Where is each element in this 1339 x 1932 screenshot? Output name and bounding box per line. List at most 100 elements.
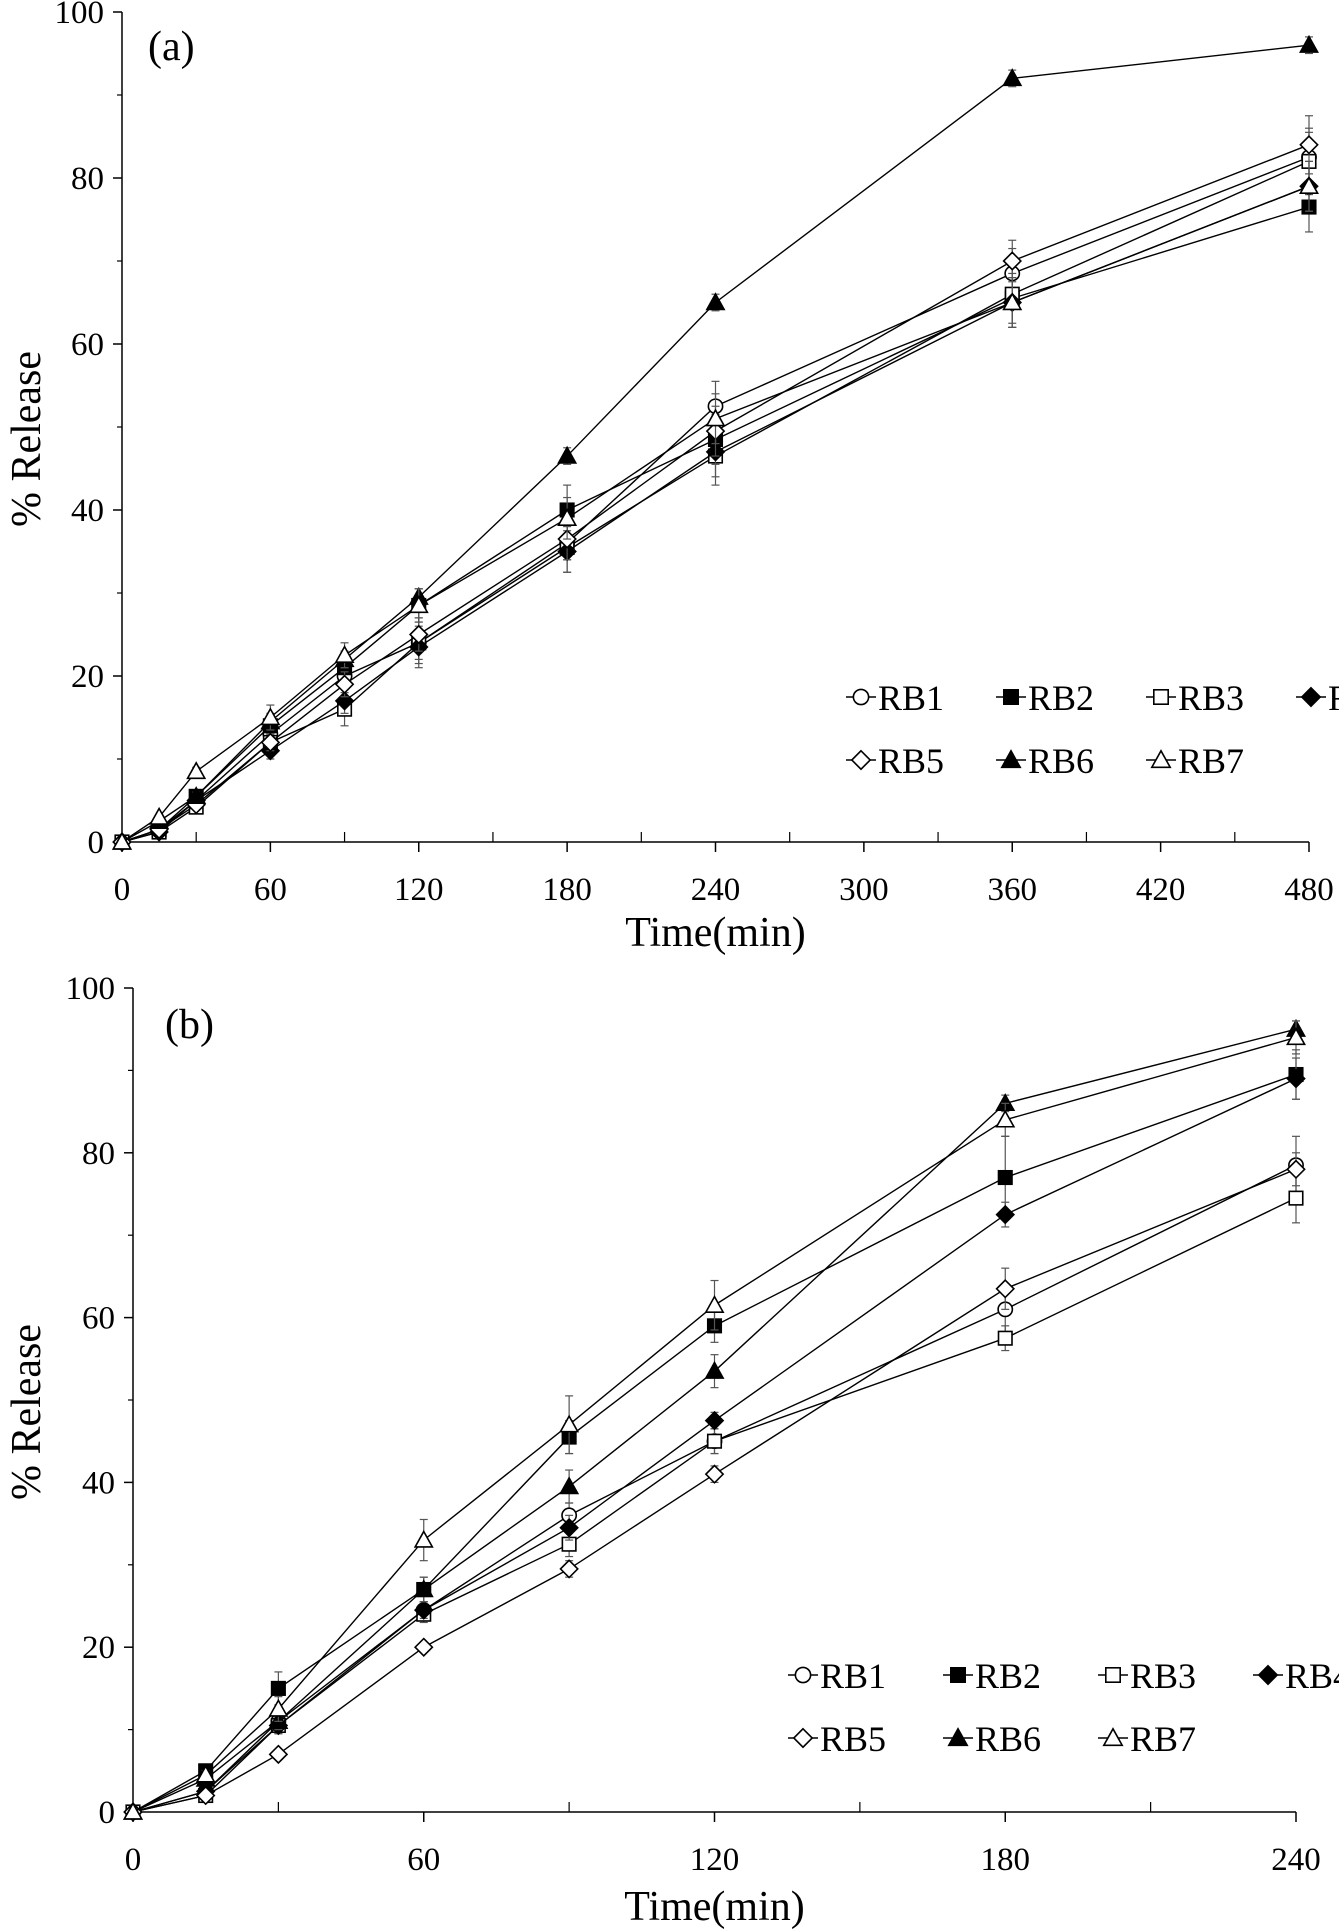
legend-marker xyxy=(1150,749,1172,769)
legend-label: RB3 xyxy=(1178,678,1244,718)
series-line xyxy=(132,1078,1297,1813)
series-line xyxy=(121,160,1310,843)
data-point xyxy=(1002,251,1023,271)
legend-marker xyxy=(1257,1664,1279,1686)
data-point xyxy=(559,1559,579,1579)
x-tick-label: 0 xyxy=(125,1842,142,1878)
x-tick-label: 300 xyxy=(839,872,889,908)
legend-label: RB2 xyxy=(1028,678,1094,718)
data-point xyxy=(186,786,207,805)
series-line xyxy=(132,1073,1297,1813)
data-point xyxy=(334,691,355,711)
data-point xyxy=(705,408,726,427)
y-tick-label: 20 xyxy=(82,1630,115,1666)
legend-label: RB6 xyxy=(975,1719,1041,1759)
x-tick-label: 180 xyxy=(981,1842,1031,1878)
series-line xyxy=(121,144,1310,843)
legend-marker xyxy=(1105,1667,1122,1684)
data-point xyxy=(705,292,726,311)
data-point xyxy=(268,1744,289,1765)
legend-item-rb3: RB3 xyxy=(1146,678,1244,718)
data-point xyxy=(413,1637,434,1657)
y-tick-label: 60 xyxy=(71,327,104,363)
x-tick-label: 240 xyxy=(691,872,741,908)
legend-label: RB6 xyxy=(1028,741,1094,781)
legend-item-rb4: RB4 xyxy=(1253,1656,1339,1696)
series-rb7 xyxy=(112,160,1319,850)
y-tick-label: 60 xyxy=(82,1301,115,1337)
data-point xyxy=(1288,1190,1304,1206)
legend-item-rb6: RB6 xyxy=(996,741,1094,781)
x-tick-label: 480 xyxy=(1284,872,1334,908)
x-axis-title: Time(min) xyxy=(624,1884,804,1930)
legend-item-rb2: RB2 xyxy=(943,1656,1041,1696)
legend-label: RB3 xyxy=(1130,1656,1196,1696)
data-point xyxy=(413,1529,434,1548)
legend-marker xyxy=(1300,686,1322,708)
y-tick-label: 100 xyxy=(55,0,105,31)
legend-item-rb1: RB1 xyxy=(846,678,944,718)
legend-label: RB7 xyxy=(1178,741,1244,781)
panel-label: (a) xyxy=(148,24,195,70)
x-tick-label: 120 xyxy=(690,1842,740,1878)
data-point xyxy=(195,1785,216,1806)
y-axis-title: % Release xyxy=(4,1324,50,1500)
data-point xyxy=(706,1433,723,1449)
legend-label: RB5 xyxy=(878,741,944,781)
legend-item-rb5: RB5 xyxy=(788,1719,886,1759)
series-line xyxy=(132,1028,1297,1813)
legend-label: RB7 xyxy=(1130,1719,1196,1759)
series-line xyxy=(121,206,1310,843)
data-point xyxy=(413,1579,434,1598)
series-rb1 xyxy=(114,131,1317,850)
x-tick-label: 0 xyxy=(114,872,131,908)
x-tick-label: 60 xyxy=(407,1842,440,1878)
data-point xyxy=(334,674,355,695)
data-point xyxy=(1286,1027,1306,1046)
legend-marker xyxy=(792,1727,814,1749)
y-tick-label: 40 xyxy=(82,1465,115,1501)
legend-marker xyxy=(794,1666,812,1684)
x-axis-title: Time(min) xyxy=(625,910,805,956)
data-point xyxy=(704,1464,725,1484)
legend-marker xyxy=(850,749,872,771)
chart-panel-a: 0 20 40 60 80 100 0 60 120 180 240 300 360 420 480 Time… xyxy=(4,0,1339,956)
data-point xyxy=(1002,292,1023,311)
legend-item-rb3: RB3 xyxy=(1098,1656,1196,1696)
series-rb4 xyxy=(112,160,1319,852)
legend-item-rb4: RB4 xyxy=(1296,678,1339,718)
series-rb5 xyxy=(123,1152,1306,1822)
data-point xyxy=(408,624,429,645)
legend-item-rb6: RB6 xyxy=(943,1719,1041,1759)
legend: RB1 RB2 RB3 RB4 RB5 RB6 RB7 xyxy=(788,1656,1339,1759)
chart-panel-b: 0 20 40 60 80 100 0 60 120 180 240 Time(min) % Relea… xyxy=(4,971,1339,1930)
data-point xyxy=(1299,34,1319,53)
y-tick-label: 40 xyxy=(71,493,104,529)
y-tick-label: 80 xyxy=(82,1136,115,1172)
data-point xyxy=(186,761,207,780)
data-point xyxy=(704,1410,725,1431)
legend-marker xyxy=(1153,688,1170,705)
legend-item-rb2: RB2 xyxy=(996,678,1094,718)
legend-marker xyxy=(1002,688,1019,705)
series-line xyxy=(121,44,1310,843)
series-rb7 xyxy=(123,1020,1306,1820)
legend-label: RB4 xyxy=(1328,678,1339,718)
legend-marker xyxy=(949,1667,966,1684)
data-point xyxy=(123,1801,143,1820)
legend-marker xyxy=(1102,1727,1124,1747)
y-tick-label: 0 xyxy=(88,825,105,861)
data-point xyxy=(408,595,429,614)
data-point xyxy=(1002,68,1023,87)
panel-label: (b) xyxy=(165,1002,214,1048)
legend-label: RB1 xyxy=(878,678,944,718)
y-tick-label: 20 xyxy=(71,659,104,695)
legend-marker xyxy=(947,1727,969,1747)
data-point xyxy=(557,508,578,527)
data-point xyxy=(559,1517,579,1538)
series-rb2 xyxy=(114,181,1317,850)
legend: RB1 RB2 RB3 RB4 RB5 RB6 RB7 xyxy=(846,678,1339,781)
x-tick-label: 360 xyxy=(988,872,1038,908)
data-point xyxy=(260,707,281,726)
